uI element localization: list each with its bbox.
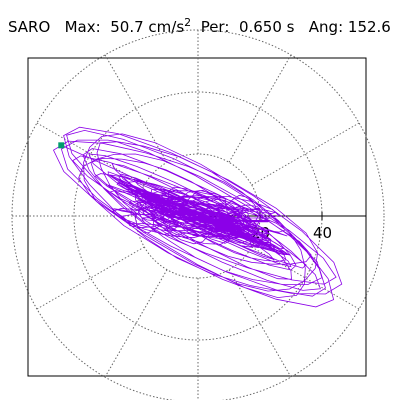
period-value: 0.650 s <box>238 18 295 36</box>
angle-label: Ang: <box>308 18 344 36</box>
max-unit-exponent: 2 <box>184 16 192 29</box>
max-label: Max: <box>64 18 101 36</box>
station-code: SARO <box>8 18 51 36</box>
grid-spoke <box>228 54 292 163</box>
ring-label-40: 40 <box>313 224 332 242</box>
angle-value: 152.6 <box>347 18 391 36</box>
grid-spoke <box>251 122 360 186</box>
grid-spoke <box>36 246 145 310</box>
plot-header: SARO Max: 50.7 cm/s2 Per: 0.650 s Ang: 1… <box>8 6 391 40</box>
max-value: 50.7 cm/s <box>110 18 185 36</box>
start-marker <box>58 142 65 149</box>
particle-motion-trace <box>52 126 343 308</box>
plot-frame <box>27 57 367 377</box>
